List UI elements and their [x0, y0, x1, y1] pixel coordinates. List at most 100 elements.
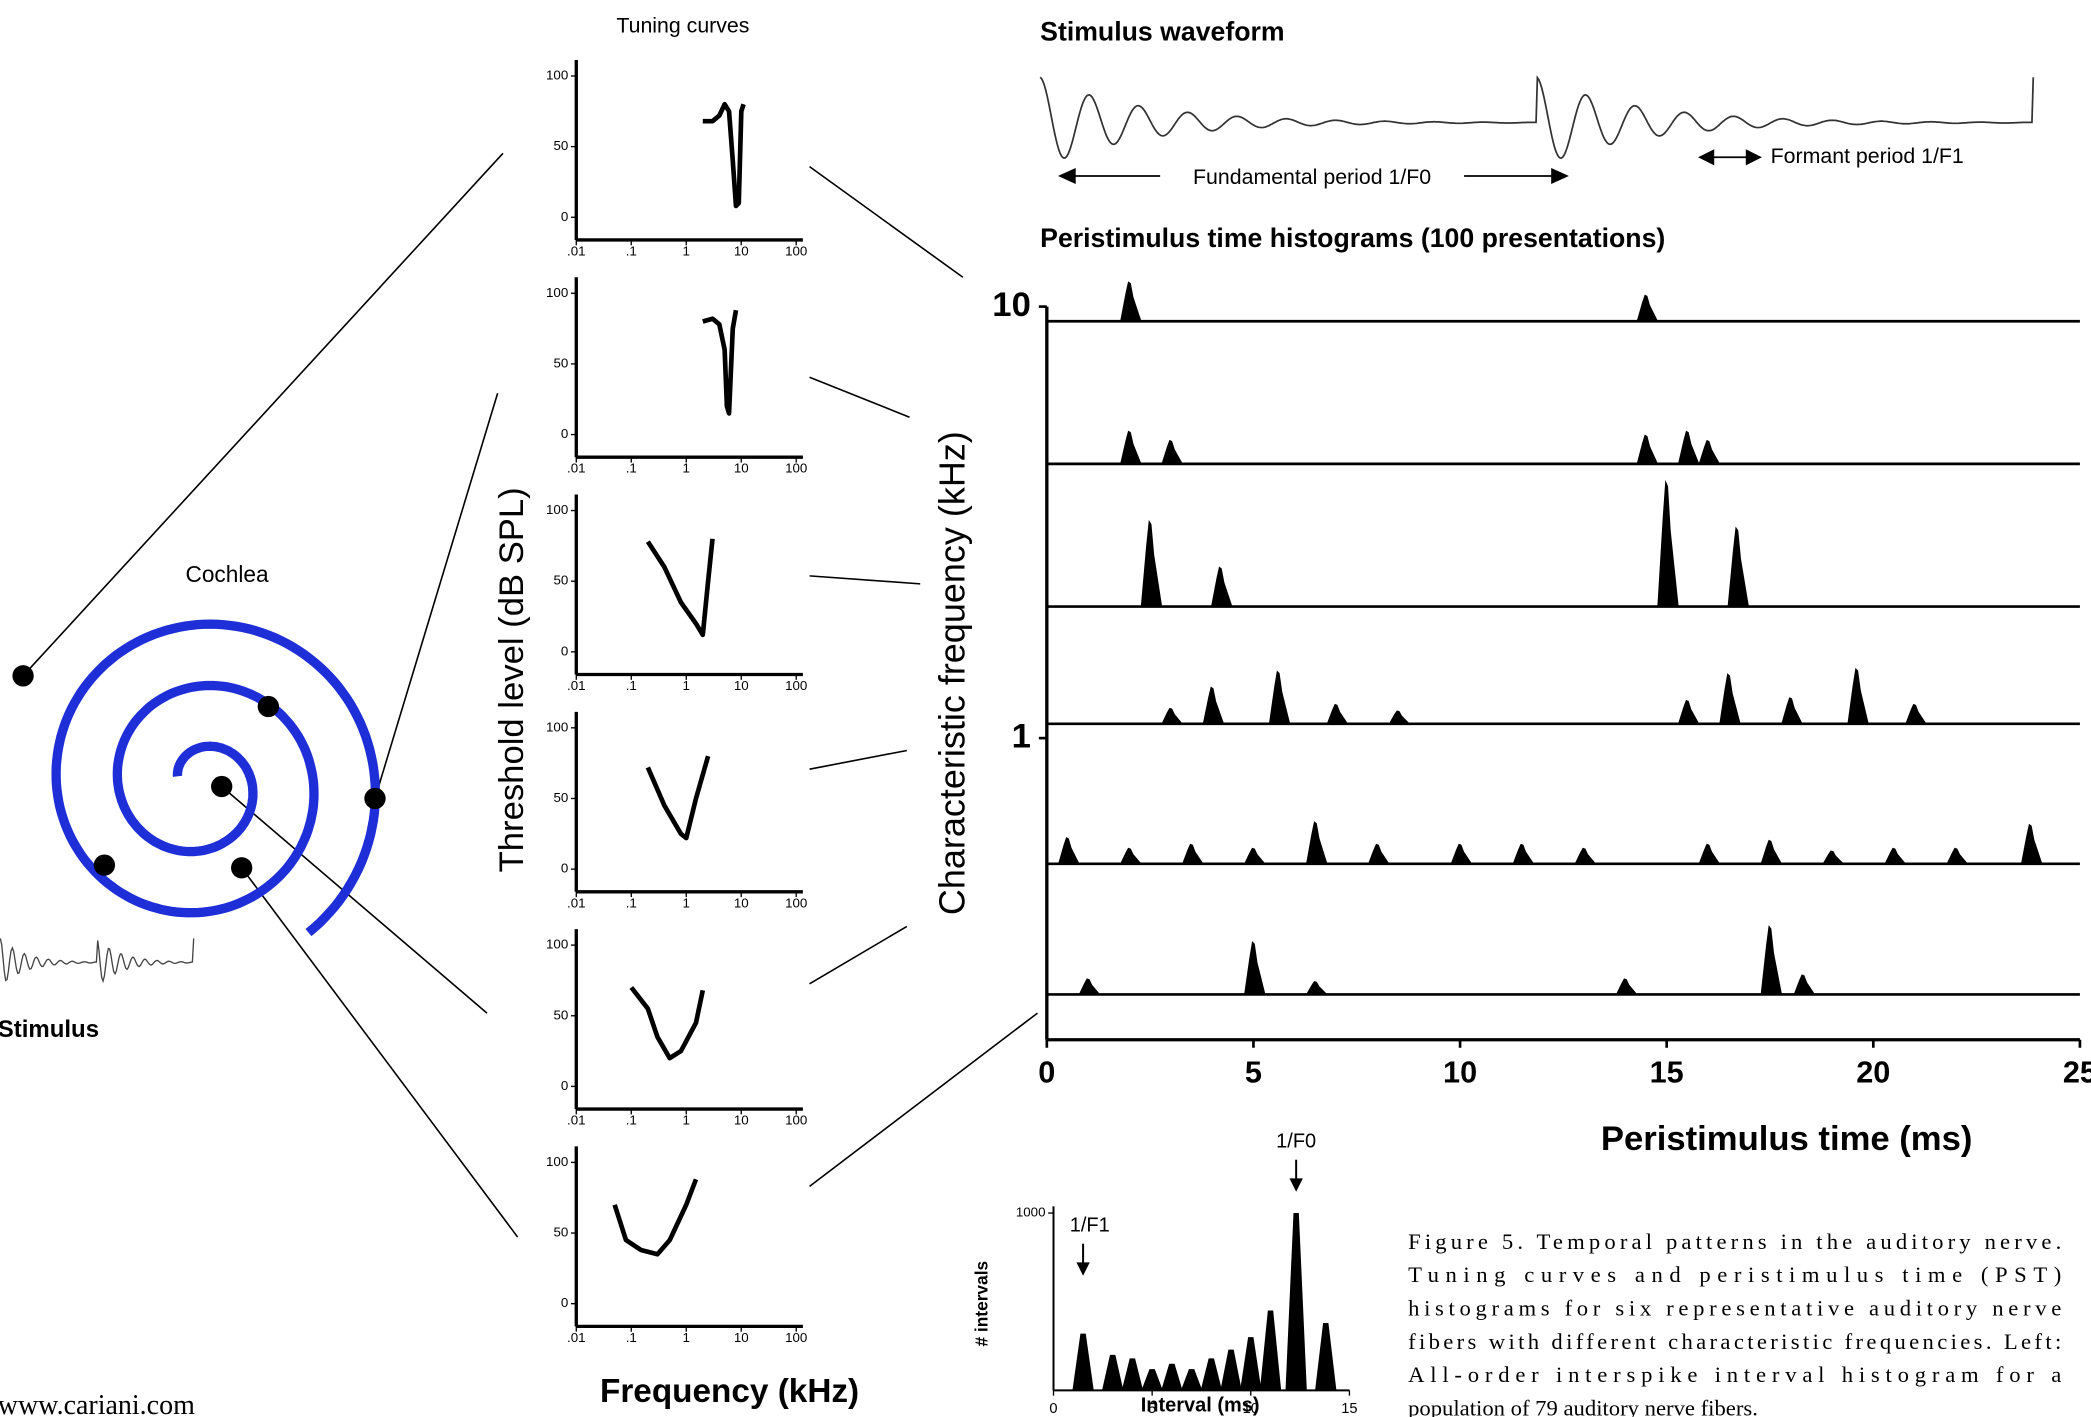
caption-line: Figure 5. Temporal patterns in the audit…: [1408, 1229, 2061, 1254]
x-tick-label: 15: [1650, 1056, 1684, 1090]
x-tick-label: .01: [567, 678, 586, 693]
pst-peak: [1202, 686, 1225, 724]
pst-title: Peristimulus time histograms (100 presen…: [1040, 223, 1665, 253]
tuning-title: Tuning curves: [616, 13, 749, 37]
pst-peak: [1905, 703, 1927, 724]
connector: [221, 785, 488, 1014]
pst-peak: [1161, 707, 1183, 724]
pst-peak: [1946, 847, 1968, 864]
pst-peak: [1120, 281, 1142, 322]
pst-peak: [1078, 978, 1101, 995]
x-tick-label: 10: [734, 1113, 749, 1128]
waveform-title: Stimulus waveform: [1040, 16, 1284, 46]
x-tick-label: .1: [626, 1330, 637, 1345]
pst-peak: [2021, 823, 2043, 864]
y-tick-label: 1: [1012, 717, 1031, 755]
tuning-curve: [629, 986, 706, 1061]
connector: [22, 152, 504, 677]
y-tick-label: 50: [553, 1225, 568, 1240]
interval-peak: [1141, 1369, 1163, 1391]
x-tick-label: 10: [734, 461, 749, 476]
pst-x-label: Peristimulus time (ms): [1601, 1120, 1973, 1158]
connector: [374, 393, 499, 799]
stimulus-label: Stimulus: [0, 1016, 99, 1043]
y-tick-label: 100: [546, 67, 568, 82]
pst-peak: [1574, 847, 1597, 864]
credit: www.cariani.com: [0, 1390, 195, 1417]
interval-peak: [1102, 1354, 1124, 1391]
x-tick-label: 25: [2063, 1056, 2091, 1090]
x-tick-label: 5: [1245, 1056, 1262, 1090]
pst-peak: [1140, 519, 1163, 607]
x-tick-label: 1: [683, 1330, 690, 1345]
fiber-dot: [12, 665, 34, 687]
pst-peak: [1847, 667, 1869, 724]
connector: [809, 925, 908, 985]
tuning-curve: [645, 538, 715, 638]
fiber-dot: [231, 857, 253, 879]
interval-peak: [1259, 1310, 1282, 1391]
x-tick-label: 100: [785, 678, 807, 693]
x-tick-label: 1: [683, 461, 690, 476]
pst-peak: [1884, 847, 1906, 864]
arrow-head: [1745, 149, 1762, 166]
annotation: 1/F1: [1070, 1215, 1110, 1237]
pst-peak: [1698, 843, 1721, 864]
pst-peak: [1326, 703, 1349, 724]
interval-peak: [1285, 1213, 1307, 1391]
interval-peak: [1240, 1337, 1262, 1391]
x-tick-label: .01: [567, 1113, 586, 1128]
y-tick-label: 0: [561, 861, 568, 876]
pst-peak: [1306, 981, 1328, 995]
x-tick-label: 10: [734, 243, 749, 258]
y-tick-label: 50: [553, 790, 568, 805]
pst-peak: [1636, 294, 1659, 322]
fiber-dot: [211, 775, 233, 798]
pst-peak: [1727, 526, 1749, 607]
pst-peak: [1719, 673, 1741, 724]
caption-line: All-order interspike interval histogram …: [1408, 1362, 2061, 1387]
stimulus-trace: [0, 938, 195, 984]
x-tick-label: .01: [567, 461, 586, 476]
x-tick-label: 100: [785, 243, 807, 258]
pst-peak: [1678, 430, 1700, 464]
interval-peak: [1200, 1358, 1222, 1391]
pst-peak: [1388, 710, 1411, 724]
fiber-dot: [364, 787, 386, 810]
connectors: [22, 152, 1038, 1238]
y-tick-label: 50: [553, 573, 568, 588]
pst-peak: [1058, 837, 1080, 864]
y-tick-label: 50: [553, 138, 568, 153]
x-tick-label: 10: [734, 895, 749, 910]
pst-peak: [1822, 850, 1844, 864]
x-tick-label: 100: [785, 895, 807, 910]
pst-peak: [1781, 697, 1803, 724]
caption: Figure 5. Temporal patterns in the audit…: [1408, 1229, 2061, 1417]
x-tick-label: .1: [626, 461, 637, 476]
x-tick-label: 0: [1049, 1401, 1057, 1417]
x-tick-label: 100: [785, 461, 807, 476]
caption-line: population of 79 auditory nerve fibers.: [1408, 1396, 1758, 1417]
period-arrows: [1058, 149, 1762, 184]
x-tick-label: .1: [626, 1113, 637, 1128]
connector: [809, 1012, 1038, 1188]
stimulus-waveform: [1039, 75, 2035, 160]
interval-peak: [1121, 1358, 1144, 1391]
tuning-curve: [612, 1178, 699, 1257]
pst-peak: [1268, 670, 1291, 724]
x-tick-label: 1: [683, 678, 690, 693]
y-tick-label: 0: [561, 1078, 568, 1093]
x-tick-label: 100: [785, 1113, 807, 1128]
pst-peak: [1211, 566, 1233, 607]
pst-peak: [1120, 430, 1142, 464]
x-tick-label: .1: [626, 895, 637, 910]
annotation: 1/F0: [1276, 1131, 1316, 1153]
pst-peak: [1616, 978, 1638, 995]
interval-peak: [1220, 1349, 1242, 1391]
interval-y-label: # intervals: [971, 1261, 991, 1347]
fiber-dot: [93, 854, 116, 876]
connector: [809, 165, 964, 278]
connector: [809, 376, 910, 418]
x-tick-label: .01: [567, 895, 586, 910]
